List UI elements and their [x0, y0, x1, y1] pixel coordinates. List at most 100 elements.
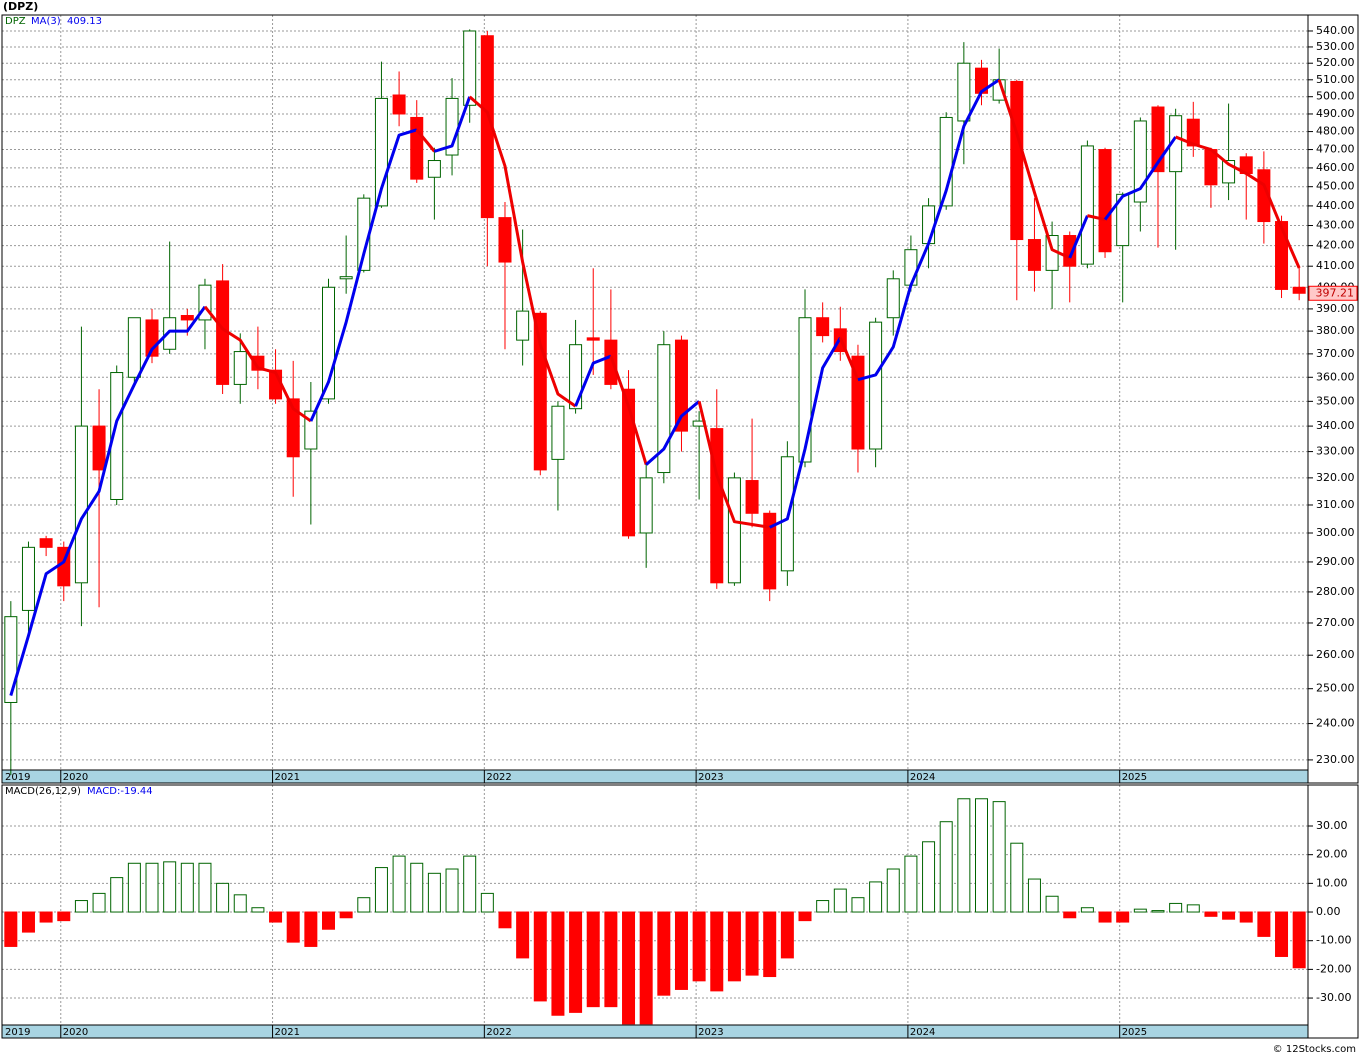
y-tick-label: 30.00 [1316, 819, 1348, 832]
y-tick-label: 380.00 [1316, 324, 1355, 337]
macd-bar [975, 798, 988, 913]
macd-bar [198, 862, 212, 913]
macd-bar [674, 911, 688, 990]
macd-bar [163, 861, 177, 913]
ma-line [309, 128, 418, 422]
macd-bar [1292, 911, 1306, 969]
last-price-box [1308, 285, 1358, 301]
legend: DPZ MA(3) 409.13 [5, 16, 102, 27]
y-tick-label: 530.00 [1316, 40, 1355, 53]
candle-body [92, 425, 106, 471]
macd-bar [410, 862, 424, 913]
x-tick-label: 2022 [486, 772, 511, 783]
macd-bar [286, 911, 300, 943]
candle-body [1098, 149, 1112, 253]
candle-body [551, 405, 565, 460]
y-tick-label: 440.00 [1316, 199, 1355, 212]
macd-bar [533, 911, 547, 1002]
macd-bar [57, 911, 71, 922]
macd-bar [886, 868, 900, 913]
legend-ma-value: 409.13 [67, 16, 102, 27]
ma-line [609, 355, 648, 466]
candle-body [622, 388, 636, 537]
ma-line [9, 305, 207, 696]
candle-body [286, 398, 300, 458]
macd-bar [1063, 911, 1077, 919]
macd-bar [1204, 911, 1218, 917]
macd-bar [1257, 911, 1271, 937]
chart-title: (DPZ) [3, 0, 38, 13]
macd-bar [992, 801, 1006, 913]
macd-bar [216, 882, 230, 913]
y-tick-label: 430.00 [1316, 219, 1355, 232]
candle-body [410, 116, 424, 180]
y-tick-label: 360.00 [1316, 370, 1355, 383]
y-tick-label: 540.00 [1316, 24, 1355, 37]
y-tick-label: 230.00 [1316, 753, 1355, 766]
candle-body [1080, 145, 1094, 265]
macd-bar [322, 911, 335, 930]
ma-line [1087, 214, 1106, 222]
candle-body [904, 249, 918, 286]
ma-line [1068, 215, 1089, 259]
ma-line [697, 400, 770, 529]
candle-body [74, 425, 88, 584]
candle-body [110, 372, 124, 500]
y-tick-label: 500.00 [1316, 90, 1355, 103]
y-tick-label: 330.00 [1316, 445, 1355, 458]
y-tick-label: 280.00 [1316, 585, 1355, 598]
macd-bar [392, 855, 406, 913]
macd-bar [251, 907, 265, 913]
macd-bar [1027, 878, 1041, 913]
y-tick-label: 410.00 [1316, 259, 1355, 272]
macd-bar [1151, 910, 1165, 913]
macd-bar [127, 862, 141, 913]
x-tick-label: 2025 [1122, 772, 1147, 783]
macd-bar [957, 798, 971, 913]
macd-bar [727, 911, 741, 982]
ma-line [997, 79, 1071, 260]
candle-body [1186, 118, 1200, 147]
candle-body [516, 310, 530, 341]
macd-bar [74, 900, 88, 913]
y-tick-label: 340.00 [1316, 419, 1355, 432]
macd-bar [710, 911, 724, 992]
y-tick-label: -20.00 [1316, 962, 1351, 975]
x-tick-label: 2019 [5, 1027, 30, 1038]
y-tick-label: -30.00 [1316, 991, 1351, 1004]
y-tick-label: 370.00 [1316, 347, 1355, 360]
macd-bar [604, 911, 618, 1008]
y-tick-label: 420.00 [1316, 239, 1355, 252]
macd-bar [269, 911, 283, 923]
x-tick-label: 2021 [275, 1027, 300, 1038]
macd-bar [1080, 907, 1094, 913]
candle-body [604, 339, 618, 385]
ma-line [645, 400, 701, 466]
ma-line [415, 128, 436, 153]
candle-body [869, 321, 883, 450]
macd-bar [939, 821, 953, 913]
candle-body [463, 30, 477, 106]
x-tick-label: 2022 [486, 1027, 511, 1038]
candle-body [163, 317, 177, 350]
y-tick-label: 300.00 [1316, 526, 1355, 539]
candle-body [816, 317, 830, 337]
credit: © 12Stocks.com [1273, 1044, 1356, 1055]
macd-bar [4, 911, 18, 947]
macd-bar [763, 911, 777, 978]
macd-bar [339, 911, 353, 919]
candle-body [251, 355, 265, 371]
candle-body [922, 205, 936, 245]
macd-bar [145, 862, 159, 913]
ma-line [1103, 136, 1177, 221]
macd-axis-frame [1307, 784, 1359, 1039]
ma-line [838, 337, 860, 381]
legend-macd-name: MACD(26,12,9) [5, 786, 81, 797]
ma-line [468, 95, 577, 408]
macd-bar [233, 894, 247, 913]
candle-body [1010, 80, 1024, 241]
macd-bar [445, 868, 459, 913]
y-tick-label: -10.00 [1316, 934, 1351, 947]
